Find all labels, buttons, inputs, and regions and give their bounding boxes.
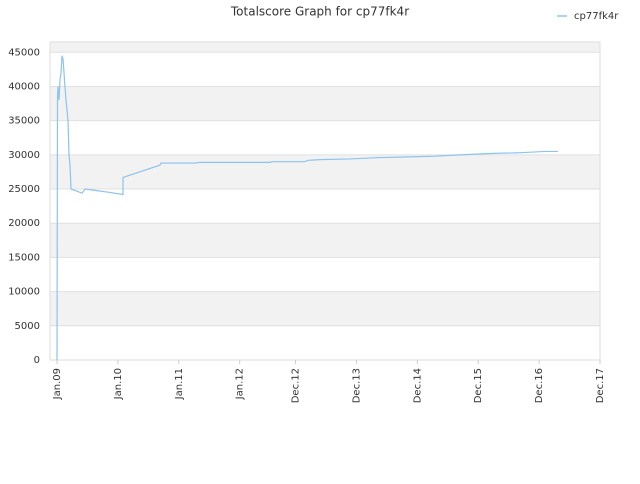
grid-band xyxy=(50,42,600,53)
chart-title: Totalscore Graph for cp77fk4r xyxy=(230,5,409,19)
x-tick-label: Dec.17 xyxy=(595,368,606,403)
y-tick-label: 0 xyxy=(34,355,40,366)
grid-band xyxy=(50,291,600,326)
x-tick-label: Dec.15 xyxy=(473,368,484,403)
series-line xyxy=(56,55,558,361)
grid-band xyxy=(50,223,600,258)
x-tick-label: Jan.09 xyxy=(52,368,63,400)
y-tick-label: 30000 xyxy=(8,150,40,161)
y-tick-label: 5000 xyxy=(15,321,40,332)
x-tick-label: Jan.10 xyxy=(113,368,124,400)
x-tick-label: Dec.14 xyxy=(412,368,423,403)
y-tick-label: 45000 xyxy=(8,47,40,58)
grid-band xyxy=(50,154,600,190)
y-tick-label: 20000 xyxy=(8,218,40,229)
x-tick-label: Dec.12 xyxy=(291,368,302,403)
x-tick-label: Dec.16 xyxy=(534,368,545,403)
legend-label: cp77fk4r xyxy=(574,11,619,22)
y-tick-label: 35000 xyxy=(8,116,40,127)
x-tick-label: Dec.13 xyxy=(351,368,362,403)
x-tick-label: Jan.11 xyxy=(174,368,185,400)
x-tick-label: Jan.12 xyxy=(235,368,246,400)
grid-band xyxy=(50,86,600,121)
y-tick-label: 10000 xyxy=(8,287,40,298)
y-tick-label: 25000 xyxy=(8,184,40,195)
y-tick-label: 15000 xyxy=(8,252,40,263)
y-tick-label: 40000 xyxy=(8,81,40,92)
plot-border xyxy=(49,41,601,361)
